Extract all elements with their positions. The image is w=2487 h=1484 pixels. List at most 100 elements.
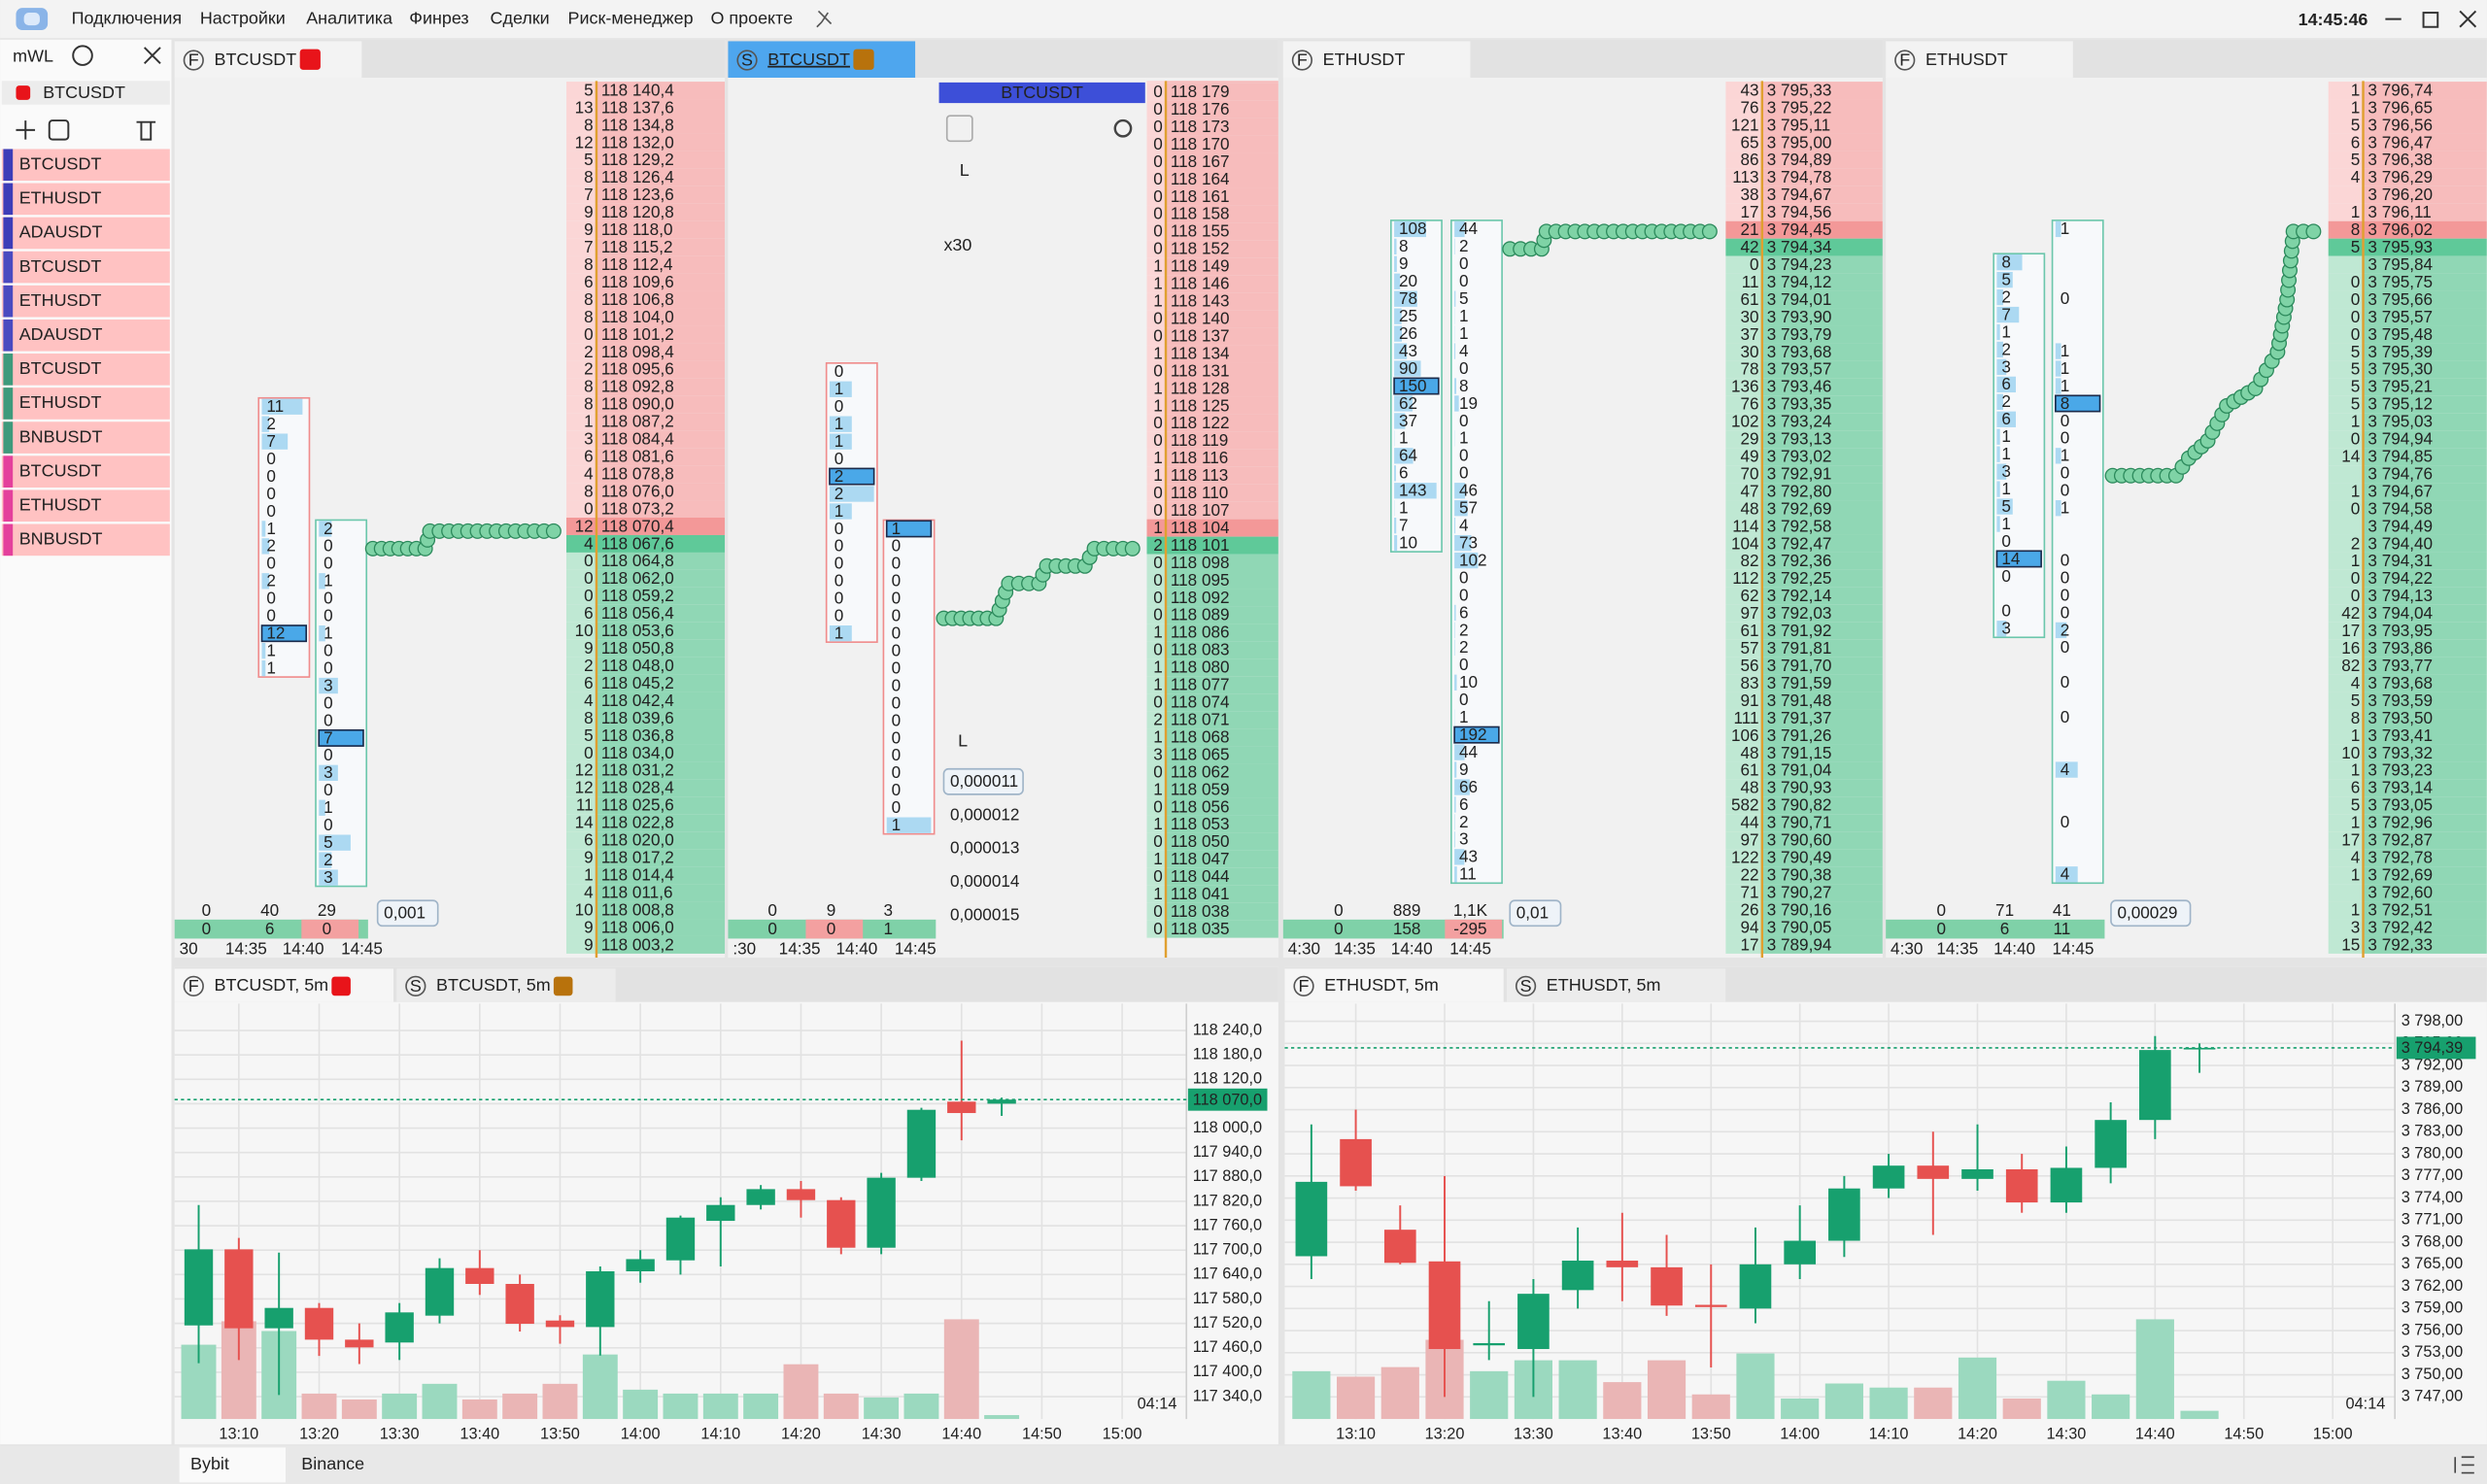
- cluster-value: 0: [892, 640, 902, 659]
- ladder-volume-cell: [1146, 624, 1167, 642]
- cluster-bar: [829, 433, 852, 450]
- watchlist-item[interactable]: BTCUSDT: [19, 256, 102, 276]
- chart-tab-label[interactable]: ETHUSDT, 5m: [1547, 975, 1661, 995]
- tab-symbol[interactable]: ETHUSDT: [1323, 50, 1406, 69]
- menu-item[interactable]: Подключения: [72, 8, 182, 27]
- chart-tab[interactable]: [1284, 968, 1504, 1002]
- watchlist-item[interactable]: ETHUSDT: [19, 290, 102, 310]
- watchlist-item[interactable]: BNBUSDT: [19, 529, 103, 549]
- sidebar-tools[interactable]: [16, 45, 161, 141]
- pin-icon[interactable]: [816, 10, 833, 28]
- cluster-value: 0: [835, 519, 844, 538]
- watchlist-row[interactable]: [1, 489, 170, 523]
- ladder-price-cell: [596, 901, 726, 920]
- ladder-volume-cell: [2328, 99, 2364, 117]
- exchange-tab-label[interactable]: Bybit: [190, 1454, 229, 1473]
- watchlist-item[interactable]: BNBUSDT: [19, 426, 103, 446]
- watchlist-row[interactable]: [1, 251, 170, 284]
- tab-symbol[interactable]: BTCUSDT: [767, 50, 850, 69]
- chart-tab-label[interactable]: ETHUSDT, 5m: [1324, 975, 1439, 995]
- panel-tab[interactable]: [728, 41, 916, 78]
- watchlist-row[interactable]: [1, 319, 170, 352]
- stat-value: 1: [884, 919, 894, 938]
- ladder-price: 118 076,0: [601, 481, 674, 500]
- tab-symbol[interactable]: ETHUSDT: [1925, 50, 2008, 69]
- candle-chart: F BTCUSDT, 5m S BTCUSDT, 5m 13:10 13:20 13:30 1…: [174, 966, 1278, 1445]
- ladder-price-cell: [2363, 378, 2487, 396]
- watchlist-item[interactable]: ADAUSDT: [19, 324, 103, 344]
- chart-tab[interactable]: [1506, 968, 1726, 1002]
- ladder-volume: 5: [2351, 359, 2361, 379]
- menu-item[interactable]: Сделки: [491, 8, 550, 27]
- ladder-price: 118 080: [1171, 658, 1230, 677]
- log-icon[interactable]: [2454, 1456, 2474, 1474]
- tool-btn[interactable]: [945, 115, 973, 143]
- ladder-volume-cell: [1146, 292, 1167, 311]
- watchlist-item[interactable]: BTCUSDT: [19, 358, 102, 378]
- step-option[interactable]: 0,000015: [950, 904, 1019, 924]
- chart-tab-label[interactable]: BTCUSDT, 5m: [215, 975, 329, 995]
- watchlist-item[interactable]: ETHUSDT: [19, 392, 102, 412]
- ladder-price: 3 791,04: [1767, 760, 1832, 780]
- step-value[interactable]: 0,01: [1516, 903, 1549, 923]
- step-option[interactable]: 0,000013: [950, 838, 1019, 858]
- ladder-volume: 5: [2351, 115, 2361, 134]
- ladder-price-cell: [1166, 676, 1278, 694]
- ladder-price-cell: [2363, 552, 2487, 570]
- menu-item[interactable]: Аналитика: [306, 8, 392, 27]
- watchlist-row[interactable]: [1, 523, 170, 556]
- cluster-value: 0: [1459, 253, 1469, 273]
- y-tick-label: 3 786,00: [2402, 1100, 2464, 1118]
- step-option[interactable]: 0,000011: [950, 771, 1018, 791]
- ladder-volume-cell: [565, 220, 596, 239]
- exchange-tab[interactable]: [290, 1447, 397, 1483]
- step-box[interactable]: [2110, 899, 2192, 928]
- menu-item[interactable]: Риск-менеджер: [568, 8, 694, 27]
- ladder-price: 118 067,6: [601, 533, 674, 553]
- ladder-price: 3 793,32: [2368, 743, 2433, 762]
- watchlist-item[interactable]: BTCUSDT: [19, 154, 102, 174]
- menu-item[interactable]: Настройки: [200, 8, 286, 27]
- ladder-volume-cell: [1146, 606, 1167, 624]
- settings-icon[interactable]: [1113, 118, 1133, 138]
- step-value[interactable]: 0,001: [384, 903, 426, 923]
- tool[interactable]: x30: [943, 235, 971, 254]
- menu-item[interactable]: О проекте: [710, 8, 793, 27]
- watchlist-row[interactable]: [1, 149, 170, 182]
- ladder-volume-cell: [1146, 431, 1167, 450]
- tab-symbol[interactable]: BTCUSDT: [215, 50, 297, 69]
- chart-tab-label[interactable]: BTCUSDT, 5m: [436, 975, 551, 995]
- watchlist-row[interactable]: [1, 354, 170, 386]
- watchlist-item[interactable]: ETHUSDT: [19, 188, 102, 208]
- cluster-bar: [319, 573, 325, 590]
- watchlist-item[interactable]: ADAUSDT: [19, 222, 103, 242]
- watchlist-row[interactable]: [1, 388, 170, 420]
- window-controls[interactable]: [2385, 10, 2477, 28]
- watchlist-row[interactable]: [1, 455, 170, 488]
- tool[interactable]: L: [958, 731, 968, 751]
- watchlist-row[interactable]: [1, 285, 170, 318]
- watchlist-row[interactable]: [1, 422, 170, 454]
- menu-item[interactable]: Финрез: [409, 8, 468, 27]
- watchlist-row[interactable]: [1, 217, 170, 250]
- exchange-tab-label[interactable]: Binance: [301, 1454, 364, 1473]
- step-value[interactable]: 0,00029: [2117, 903, 2177, 923]
- panel-tab[interactable]: [1282, 41, 1471, 78]
- step-option[interactable]: 0,000012: [950, 804, 1019, 824]
- watchlist-row[interactable]: [1, 183, 170, 216]
- exchange-tab[interactable]: [179, 1447, 286, 1483]
- cluster-value: 0: [1459, 567, 1469, 587]
- y-tick-label: 117 760,0: [1193, 1216, 1262, 1233]
- watchlist-item[interactable]: BTCUSDT: [19, 460, 102, 480]
- panel-tab[interactable]: [174, 41, 362, 78]
- ladder-price: 118 020,0: [601, 830, 674, 850]
- tool[interactable]: L: [960, 160, 970, 180]
- watchlist-item[interactable]: ETHUSDT: [19, 494, 102, 514]
- step-box[interactable]: [376, 899, 439, 928]
- ladder-price-cell: [1166, 693, 1278, 712]
- chart-tab[interactable]: [396, 968, 616, 1002]
- step-box[interactable]: [1509, 899, 1562, 928]
- chart-tab[interactable]: [174, 968, 393, 1002]
- step-option[interactable]: 0,000014: [950, 871, 1020, 891]
- panel-tab[interactable]: [1886, 41, 2073, 78]
